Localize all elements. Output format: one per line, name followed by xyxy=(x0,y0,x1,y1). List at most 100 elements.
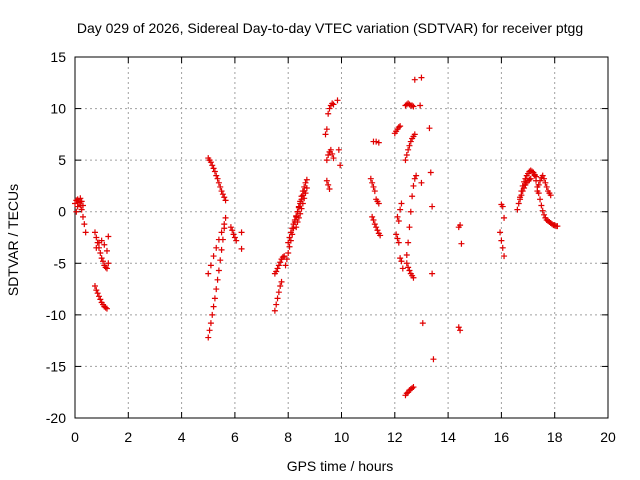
data-point xyxy=(539,207,546,214)
data-point xyxy=(74,203,81,210)
data-point xyxy=(325,181,332,188)
data-point xyxy=(426,125,433,132)
x-tick-label: 12 xyxy=(387,429,403,445)
data-point xyxy=(554,223,561,230)
data-point xyxy=(531,172,538,179)
data-point xyxy=(335,146,342,153)
data-point xyxy=(457,222,464,229)
data-point xyxy=(281,253,288,260)
data-point xyxy=(219,191,226,198)
data-point xyxy=(377,232,384,239)
data-point xyxy=(82,229,89,236)
data-point xyxy=(397,123,404,130)
data-point xyxy=(455,324,462,331)
data-point xyxy=(77,195,84,202)
data-point xyxy=(285,249,292,256)
data-point xyxy=(222,214,229,221)
data-point xyxy=(403,252,410,259)
data-point xyxy=(302,190,309,197)
data-point xyxy=(521,184,528,191)
data-point xyxy=(371,221,378,228)
data-point xyxy=(325,110,332,117)
data-point xyxy=(274,265,281,272)
data-point xyxy=(411,76,418,83)
data-point xyxy=(209,162,216,169)
data-point xyxy=(547,192,554,199)
data-point xyxy=(418,179,425,186)
data-point xyxy=(91,282,98,289)
data-point xyxy=(541,211,548,218)
data-point xyxy=(551,222,558,229)
data-point xyxy=(417,102,424,109)
data-point xyxy=(405,239,412,246)
y-tick-label: 10 xyxy=(50,101,66,117)
data-point xyxy=(535,181,542,188)
data-point xyxy=(97,296,104,303)
data-point xyxy=(217,183,224,190)
data-point xyxy=(205,334,212,341)
data-point xyxy=(403,151,410,158)
data-point xyxy=(289,225,296,232)
data-point xyxy=(543,183,550,190)
data-point xyxy=(282,262,289,269)
data-point xyxy=(529,168,536,175)
data-point xyxy=(99,258,106,265)
y-axis-label: SDTVAR / TECUs xyxy=(5,184,21,296)
data-point xyxy=(403,260,410,267)
data-point xyxy=(430,356,437,363)
data-point xyxy=(91,229,98,236)
data-point xyxy=(403,390,410,397)
data-point xyxy=(275,289,282,296)
data-point xyxy=(323,126,330,133)
data-point xyxy=(322,131,329,138)
data-point xyxy=(206,327,213,334)
data-point xyxy=(95,293,102,300)
data-point xyxy=(501,214,508,221)
data-point xyxy=(287,229,294,236)
data-point xyxy=(217,257,224,264)
data-point xyxy=(405,146,412,153)
data-points xyxy=(72,74,561,399)
data-point xyxy=(72,200,78,207)
data-point xyxy=(325,151,332,158)
data-point xyxy=(407,208,414,215)
data-point xyxy=(298,196,305,203)
data-point xyxy=(103,247,110,254)
data-point xyxy=(410,384,417,391)
data-point xyxy=(409,193,416,200)
data-point xyxy=(78,198,85,205)
x-tick-label: 6 xyxy=(231,429,239,445)
data-point xyxy=(330,155,337,162)
data-point xyxy=(102,264,109,271)
data-point xyxy=(221,194,228,201)
data-point xyxy=(374,227,381,234)
data-point xyxy=(97,249,104,256)
data-point xyxy=(537,196,544,203)
data-point xyxy=(406,267,413,274)
data-point xyxy=(373,224,380,231)
data-point xyxy=(207,262,214,269)
data-point xyxy=(303,176,310,183)
data-point xyxy=(221,221,228,228)
x-tick-label: 2 xyxy=(124,429,132,445)
y-tick-label: 15 xyxy=(50,49,66,65)
data-point xyxy=(93,287,100,294)
data-point xyxy=(410,274,417,281)
data-point xyxy=(326,105,333,112)
data-point xyxy=(215,236,222,243)
data-point xyxy=(102,304,109,311)
data-point xyxy=(222,197,229,204)
chart-title: Day 029 of 2026, Sidereal Day-to-day VTE… xyxy=(77,20,583,36)
data-point xyxy=(405,264,412,271)
data-point xyxy=(283,256,290,263)
data-point xyxy=(75,199,82,206)
data-point xyxy=(271,307,278,314)
data-point xyxy=(273,268,280,275)
data-point xyxy=(409,102,416,109)
data-point xyxy=(295,204,302,211)
data-point xyxy=(394,235,401,242)
data-point xyxy=(78,206,85,213)
data-point xyxy=(329,100,336,107)
data-point xyxy=(238,245,245,252)
